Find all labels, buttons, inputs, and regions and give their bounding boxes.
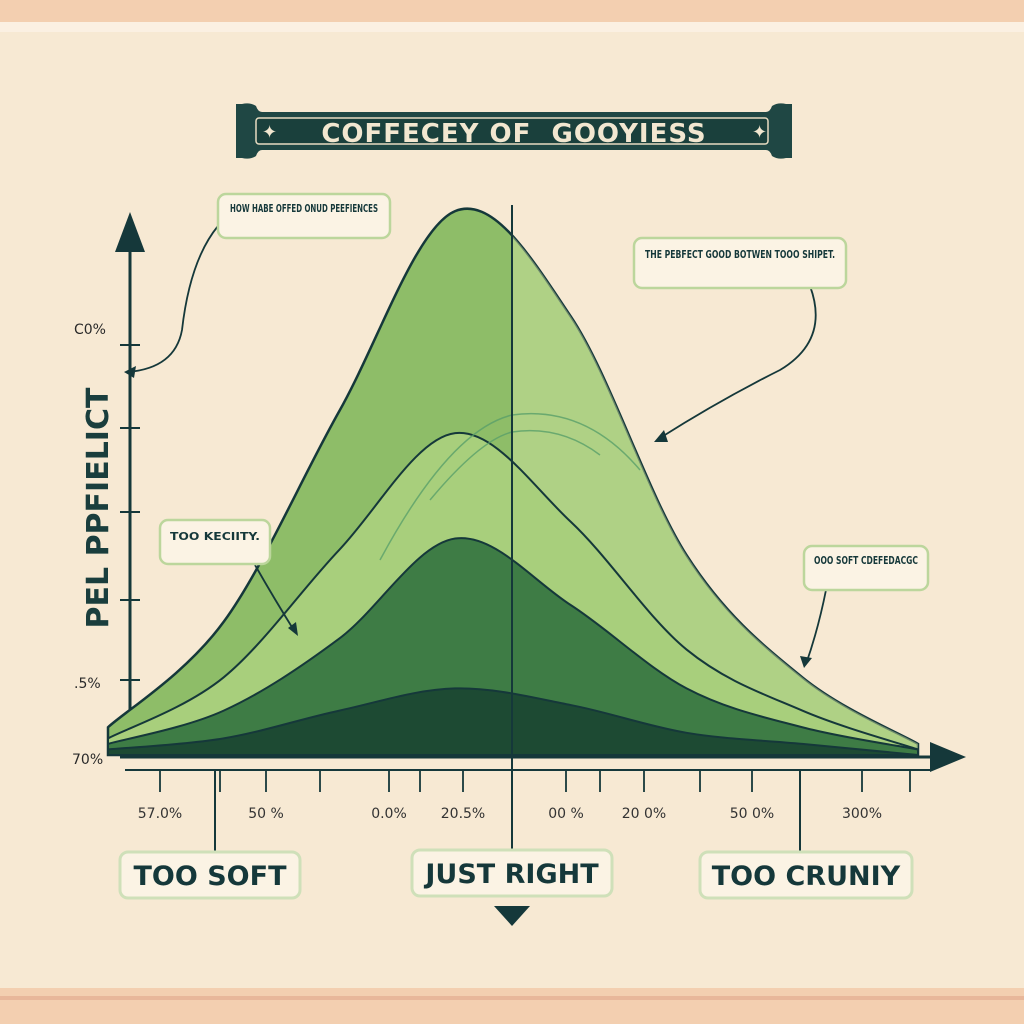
- x-tick-label: 20.5%: [441, 806, 485, 822]
- annotation-callout: HOW HABE OFFED ONUD PEEFIENCES: [124, 192, 392, 378]
- svg-text:OOO SOFT CDEFEDACGC: OOO SOFT CDEFEDACGC: [814, 554, 918, 567]
- x-tick-label: 50 0%: [730, 806, 774, 822]
- star-right-icon: ✦: [752, 122, 767, 143]
- x-tick-label: 300%: [842, 806, 882, 822]
- svg-text:TOO SOFT: TOO SOFT: [134, 861, 288, 892]
- star-left-icon: ✦: [262, 122, 277, 143]
- annotation-callout: OOO SOFT CDEFEDACGC: [800, 544, 930, 668]
- svg-text:TOO CRUNIY: TOO CRUNIY: [712, 861, 901, 892]
- svg-text:HOW HABE OFFED ONUD PEEFIENCES: HOW HABE OFFED ONUD PEEFIENCES: [230, 202, 378, 215]
- y-tick-bottom: 70%: [72, 752, 103, 768]
- y-tick-middle: .5%: [74, 676, 101, 692]
- x-axis-arrow-icon: [930, 742, 966, 772]
- x-tick-label: 0.0%: [371, 806, 407, 822]
- category-drop-lines: [214, 770, 801, 852]
- paper-top-strip: [0, 22, 1024, 32]
- down-arrow-icon: [494, 906, 530, 926]
- x-tick-label: 50 %: [248, 806, 284, 822]
- x-tick-label: 20 0%: [622, 806, 666, 822]
- svg-text:JUST RIGHT: JUST RIGHT: [423, 859, 599, 890]
- frame-bottom-edge: [0, 996, 1024, 1000]
- title-banner: ✦ ✦ COFFECEY OF GOOYIESS: [236, 103, 792, 159]
- category-label-just-right: JUST RIGHT: [410, 848, 614, 898]
- y-axis-arrow-icon: [115, 212, 145, 252]
- x-tick-label: 57.0%: [138, 806, 182, 822]
- y-tick-top: C0%: [74, 322, 106, 338]
- frame-bottom: [0, 988, 1024, 1024]
- chart-title: COFFECEY OF GOOYIESS: [321, 119, 706, 149]
- svg-text:THE PEBFECT GOOD BOTWEN TOOO S: THE PEBFECT GOOD BOTWEN TOOO SHIPET.: [645, 248, 835, 261]
- category-label-too-crunchy: TOO CRUNIY: [698, 850, 914, 900]
- y-axis-label: PEL PPFIELICT: [81, 387, 116, 628]
- x-axis: 57.0% 50 % 0.0% 20.5% 00 % 20 0% 50 0% 3…: [120, 742, 966, 822]
- category-label-too-soft: TOO SOFT: [118, 850, 302, 900]
- annotation-callout: THE PEBFECT GOOD BOTWEN TOOO SHIPET.: [632, 236, 848, 442]
- annotation-callout: TOO KECIITY.: [158, 518, 298, 636]
- y-axis: C0% .5% 70% PEL PPFIELICT: [72, 212, 145, 768]
- x-tick-label: 00 %: [548, 806, 584, 822]
- svg-text:TOO KECIITY.: TOO KECIITY.: [170, 530, 260, 543]
